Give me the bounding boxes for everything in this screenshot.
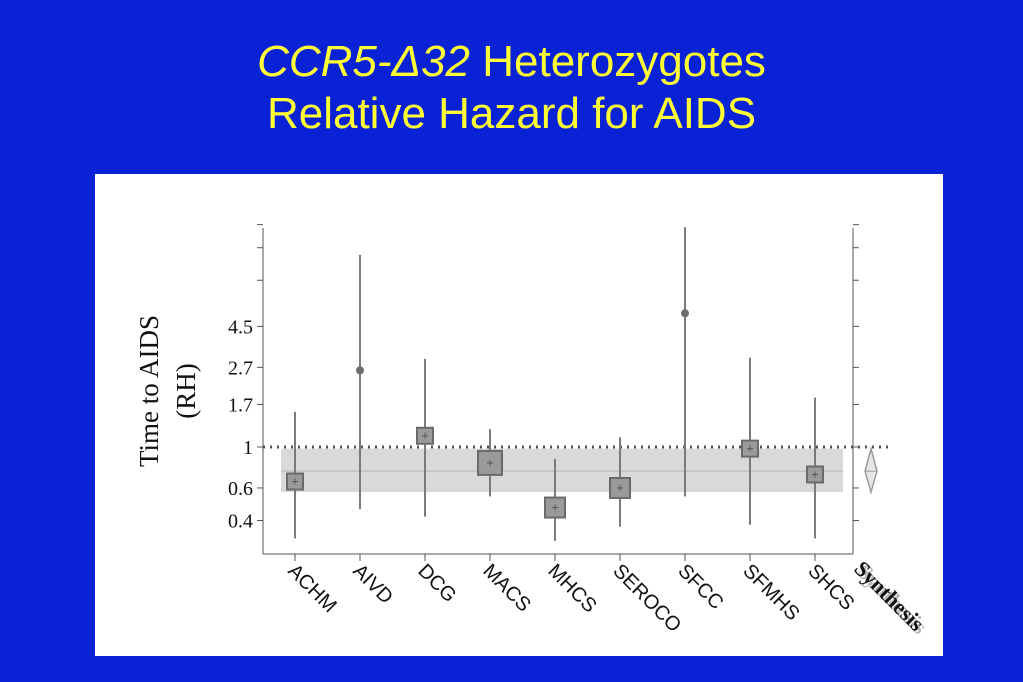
x-tick-label: SHCS (803, 560, 858, 615)
estimate-dot-aivd (356, 366, 364, 375)
x-tick-label: MACS (478, 560, 534, 616)
synthesis-label: Synthesis (849, 556, 929, 636)
x-tick-label: SFCC (673, 560, 727, 614)
y-tick-label: 0.4 (228, 510, 253, 532)
estimate-dot-sfcc (681, 309, 689, 318)
x-tick-label: ACHM (283, 560, 340, 617)
y-tick-label: 1 (243, 437, 253, 459)
x-tick-label: MHCS (543, 560, 600, 617)
y-axis-label-line-1: Time to AIDS (134, 315, 164, 467)
y-tick-label: 1.7 (228, 394, 253, 416)
title-gene: CCR5- (257, 37, 392, 86)
forest-plot: 0.4 0.6 1 1.7 2.7 4.5 Time to AIDS (RH) ACHM AIVD… (134, 224, 933, 639)
chart-panel: 0.4 0.6 1 1.7 2.7 4.5 Time to AIDS (RH) ACHM AIVD… (95, 174, 943, 656)
y-tick-label: 4.5 (228, 316, 253, 338)
x-tick-label: AIVD (348, 560, 397, 609)
y-tick-label: 2.7 (228, 357, 253, 379)
x-tick-label: DCG (413, 560, 460, 607)
title-line-1: CCR5-Δ32 Heterozygotes (0, 36, 1023, 88)
title-heterozygotes: Heterozygotes (470, 37, 766, 86)
slide-title: CCR5-Δ32 Heterozygotes Relative Hazard f… (0, 36, 1023, 140)
y-axis-label-line-2: (RH) (171, 363, 201, 419)
x-tick-label: SEROCO (608, 560, 685, 637)
y-tick-label: 0.6 (228, 478, 253, 500)
x-tick-label: SFMHS (738, 560, 803, 625)
title-line-2: Relative Hazard for AIDS (266, 89, 757, 138)
title-delta-symbol: Δ (391, 37, 422, 86)
title-gene-number: 32 (421, 37, 470, 86)
synthesis-diamond (864, 445, 878, 495)
